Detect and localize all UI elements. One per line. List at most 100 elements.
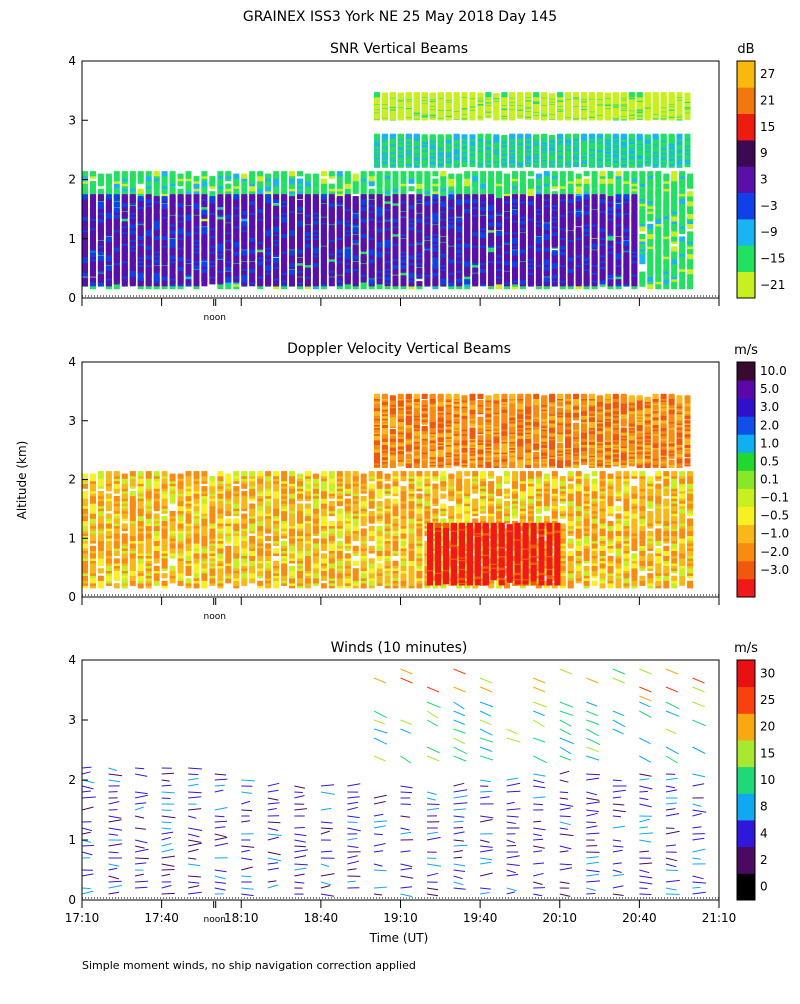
- heatmap-cell: [493, 93, 499, 98]
- heatmap-cell: [281, 189, 287, 194]
- heatmap-cell: [178, 174, 184, 179]
- heatmap-cell: [438, 134, 444, 139]
- heatmap-cell: [637, 92, 643, 97]
- heatmap-cell: [544, 189, 550, 194]
- heatmap-cell: [114, 171, 120, 176]
- heatmap-cell: [337, 184, 343, 189]
- heatmap-cell: [536, 174, 542, 179]
- heatmap-cell: [488, 176, 494, 181]
- heatmap-cell: [533, 134, 539, 139]
- heatmap-cell: [390, 134, 396, 139]
- heatmap-cell: [430, 93, 436, 98]
- shared-y-axis-label: Altitude (km): [15, 441, 29, 520]
- heatmap-cell: [653, 92, 659, 97]
- heatmap-cell: [369, 171, 375, 176]
- heatmap-cell: [82, 186, 88, 191]
- heatmap-cell: [114, 189, 120, 194]
- heatmap-cell: [470, 134, 476, 139]
- heatmap-cell: [485, 134, 491, 139]
- heatmap-cell: [440, 184, 446, 189]
- heatmap-cell: [454, 92, 460, 97]
- heatmap-cell: [390, 92, 396, 97]
- heatmap-cell: [406, 92, 412, 97]
- heatmap-cell: [581, 134, 587, 139]
- heatmap-cell: [512, 171, 518, 176]
- heatmap-cell: [154, 171, 160, 176]
- heatmap-cell: [685, 134, 691, 139]
- heatmap-cell: [409, 171, 415, 176]
- heatmap-cell: [581, 92, 587, 97]
- heatmap-cell: [398, 134, 404, 139]
- heatmap-cell: [472, 189, 478, 194]
- heatmap-cell: [98, 174, 104, 179]
- heatmap-cell: [369, 176, 375, 181]
- heatmap-cell: [533, 92, 539, 97]
- heatmap-cell: [313, 189, 319, 194]
- heatmap-cell: [605, 93, 611, 98]
- main-title: GRAINEX ISS3 York NE 25 May 2018 Day 145: [243, 9, 557, 25]
- heatmap-cell: [509, 92, 515, 97]
- heatmap-cell: [480, 176, 486, 181]
- heatmap-cell: [504, 186, 510, 191]
- heatmap-cell: [573, 92, 579, 97]
- heatmap-cell: [446, 134, 452, 139]
- heatmap-cell: [409, 179, 415, 184]
- heatmap-cell: [273, 171, 279, 176]
- heatmap-cell: [520, 176, 526, 181]
- heatmap-cell: [106, 186, 112, 191]
- heatmap-cell: [297, 171, 303, 176]
- heatmap-cell: [470, 92, 476, 97]
- heatmap-cell: [194, 176, 200, 181]
- heatmap-cell: [249, 171, 255, 176]
- heatmap-cell: [241, 181, 247, 186]
- heatmap-cell: [289, 179, 295, 184]
- heatmap-cell: [398, 93, 404, 98]
- heatmap-cell: [241, 186, 247, 191]
- heatmap-cell: [430, 134, 436, 139]
- heatmap-cell: [361, 171, 367, 176]
- heatmap-cell: [138, 171, 144, 176]
- heatmap-cell: [217, 179, 223, 184]
- heatmap-cell: [233, 174, 239, 179]
- heatmap-cell: [669, 92, 675, 97]
- heatmap-cell: [416, 171, 422, 176]
- heatmap-cell: [114, 176, 120, 181]
- heatmap-cell: [478, 134, 484, 139]
- heatmap-cell: [217, 171, 223, 176]
- heatmap-cell: [496, 284, 502, 289]
- heatmap-cell: [385, 171, 391, 176]
- heatmap-cell: [186, 171, 192, 176]
- heatmap-cell: [393, 171, 399, 176]
- heatmap-cell: [549, 135, 555, 140]
- heatmap-cell: [329, 171, 335, 176]
- heatmap-cell: [249, 186, 255, 191]
- heatmap-cell: [345, 189, 351, 194]
- heatmap-cell: [557, 92, 563, 97]
- heatmap-cell: [661, 92, 667, 97]
- heatmap-cell: [517, 92, 523, 97]
- heatmap-cell: [480, 184, 486, 189]
- heatmap-cell: [138, 189, 144, 194]
- heatmap-cell: [146, 176, 152, 181]
- heatmap-cell: [257, 181, 263, 186]
- heatmap-cell: [525, 134, 531, 139]
- heatmap-cell: [401, 171, 407, 176]
- heatmap-cell: [170, 186, 176, 191]
- heatmap-cell: [589, 92, 595, 97]
- heatmap-cell: [409, 186, 415, 191]
- heatmap-cell: [321, 179, 327, 184]
- heatmap-cell: [446, 92, 452, 97]
- heatmap-cell: [456, 184, 462, 189]
- heatmap-cell: [377, 189, 383, 194]
- heatmap-cell: [289, 171, 295, 176]
- heatmap-cell: [653, 134, 659, 139]
- heatmap-cell: [448, 174, 454, 179]
- heatmap-cell: [488, 171, 494, 176]
- snr-plot-area: [82, 92, 693, 289]
- heatmap-cell: [432, 179, 438, 184]
- heatmap-cell: [472, 171, 478, 176]
- heatmap-cell: [201, 181, 207, 186]
